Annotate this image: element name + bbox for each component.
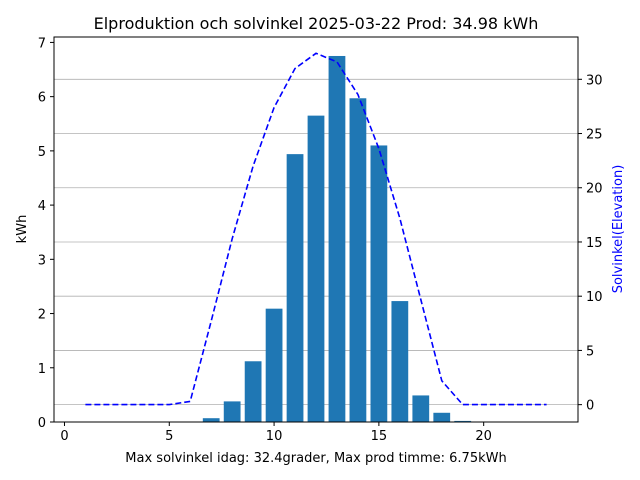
bar [223, 401, 241, 422]
y-axis-left: 0 1 2 3 4 5 6 7 [38, 36, 54, 431]
y2-tick-label: 20 [586, 182, 603, 197]
y-tick-label: 0 [38, 416, 46, 431]
y2-tick-label: 0 [586, 399, 594, 414]
x-tick-label: 20 [475, 429, 492, 444]
plot-frame [53, 36, 579, 423]
y-axis-right: 0 5 10 15 20 25 30 [578, 73, 603, 414]
x-tick-label: 5 [165, 429, 173, 444]
y-tick-label: 7 [38, 36, 46, 51]
bar [370, 145, 388, 423]
bar [286, 154, 304, 422]
bar [202, 418, 220, 422]
y2-tick-label: 10 [586, 290, 603, 305]
bar [265, 308, 283, 422]
bar [412, 395, 430, 422]
y-tick-label: 4 [38, 199, 46, 214]
bar [391, 301, 409, 422]
x-tick-label: 0 [60, 429, 68, 444]
y-tick-label: 6 [38, 91, 46, 106]
x-axis-label: Max solvinkel idag: 32.4grader, Max prod… [125, 451, 506, 466]
y-tick-label: 1 [38, 362, 46, 377]
chart-title: Elproduktion och solvinkel 2025-03-22 Pr… [94, 14, 539, 33]
bar [307, 115, 325, 422]
y2-tick-label: 30 [586, 73, 603, 88]
elevation-line-group [85, 52, 547, 406]
bars [202, 55, 472, 423]
y2-axis-label: Solvinkel(Elevation) [611, 165, 626, 294]
y2-tick-label: 25 [586, 128, 603, 143]
bar [454, 420, 472, 422]
x-tick-label: 15 [371, 429, 388, 444]
y-tick-label: 5 [38, 145, 46, 160]
x-axis: 0 5 10 15 20 [60, 422, 492, 444]
y-axis-label: kWh [15, 215, 30, 244]
y-tick-label: 2 [38, 308, 46, 323]
y2-tick-label: 15 [586, 236, 603, 251]
bar [328, 55, 346, 422]
bar [244, 361, 262, 422]
elevation-line [85, 52, 547, 406]
bar [433, 412, 451, 422]
bar [349, 98, 367, 422]
y2-tick-label: 5 [586, 344, 594, 359]
x-tick-label: 10 [266, 429, 283, 444]
y-tick-label: 3 [38, 253, 46, 268]
